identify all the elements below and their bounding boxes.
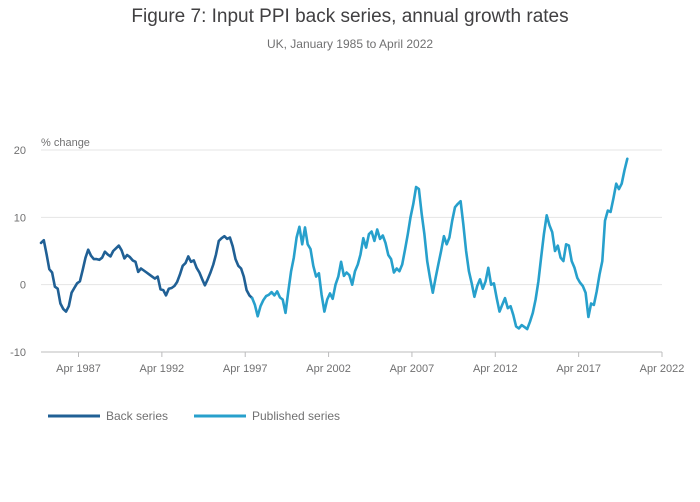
series-line-published — [250, 157, 629, 331]
x-tick-label: Apr 2002 — [306, 363, 351, 375]
legend-label: Published series — [252, 409, 340, 423]
y-axis-unit-label: % change — [41, 137, 90, 149]
x-tick-label: Apr 2017 — [556, 363, 601, 375]
y-tick-label: -10 — [10, 347, 26, 359]
legend-label: Back series — [106, 409, 168, 423]
series-lines — [39, 157, 629, 331]
chart-subtitle: UK, January 1985 to April 2022 — [266, 37, 434, 51]
x-tick-label: Apr 2012 — [473, 363, 518, 375]
legend: Back series Published series — [48, 409, 340, 423]
x-tick-label: Apr 2007 — [390, 363, 435, 375]
y-tick-label: 10 — [14, 212, 26, 224]
chart-title: Figure 7: Input PPI back series, annual … — [131, 6, 569, 27]
x-tick-label: Apr 1997 — [223, 363, 268, 375]
x-tick-label: Apr 1987 — [56, 363, 101, 375]
y-tick-label: 0 — [20, 280, 26, 292]
x-tick-label: Apr 2022 — [640, 363, 685, 375]
series-line-back — [39, 234, 254, 313]
x-tick-label: Apr 1992 — [140, 363, 185, 375]
x-axis: Apr 1987 Apr 1992 Apr 1997 Apr 2002 Apr 2007… — [56, 352, 684, 375]
y-tick-label: 20 — [14, 145, 26, 157]
y-axis: 20 10 0 -10 — [10, 145, 26, 359]
